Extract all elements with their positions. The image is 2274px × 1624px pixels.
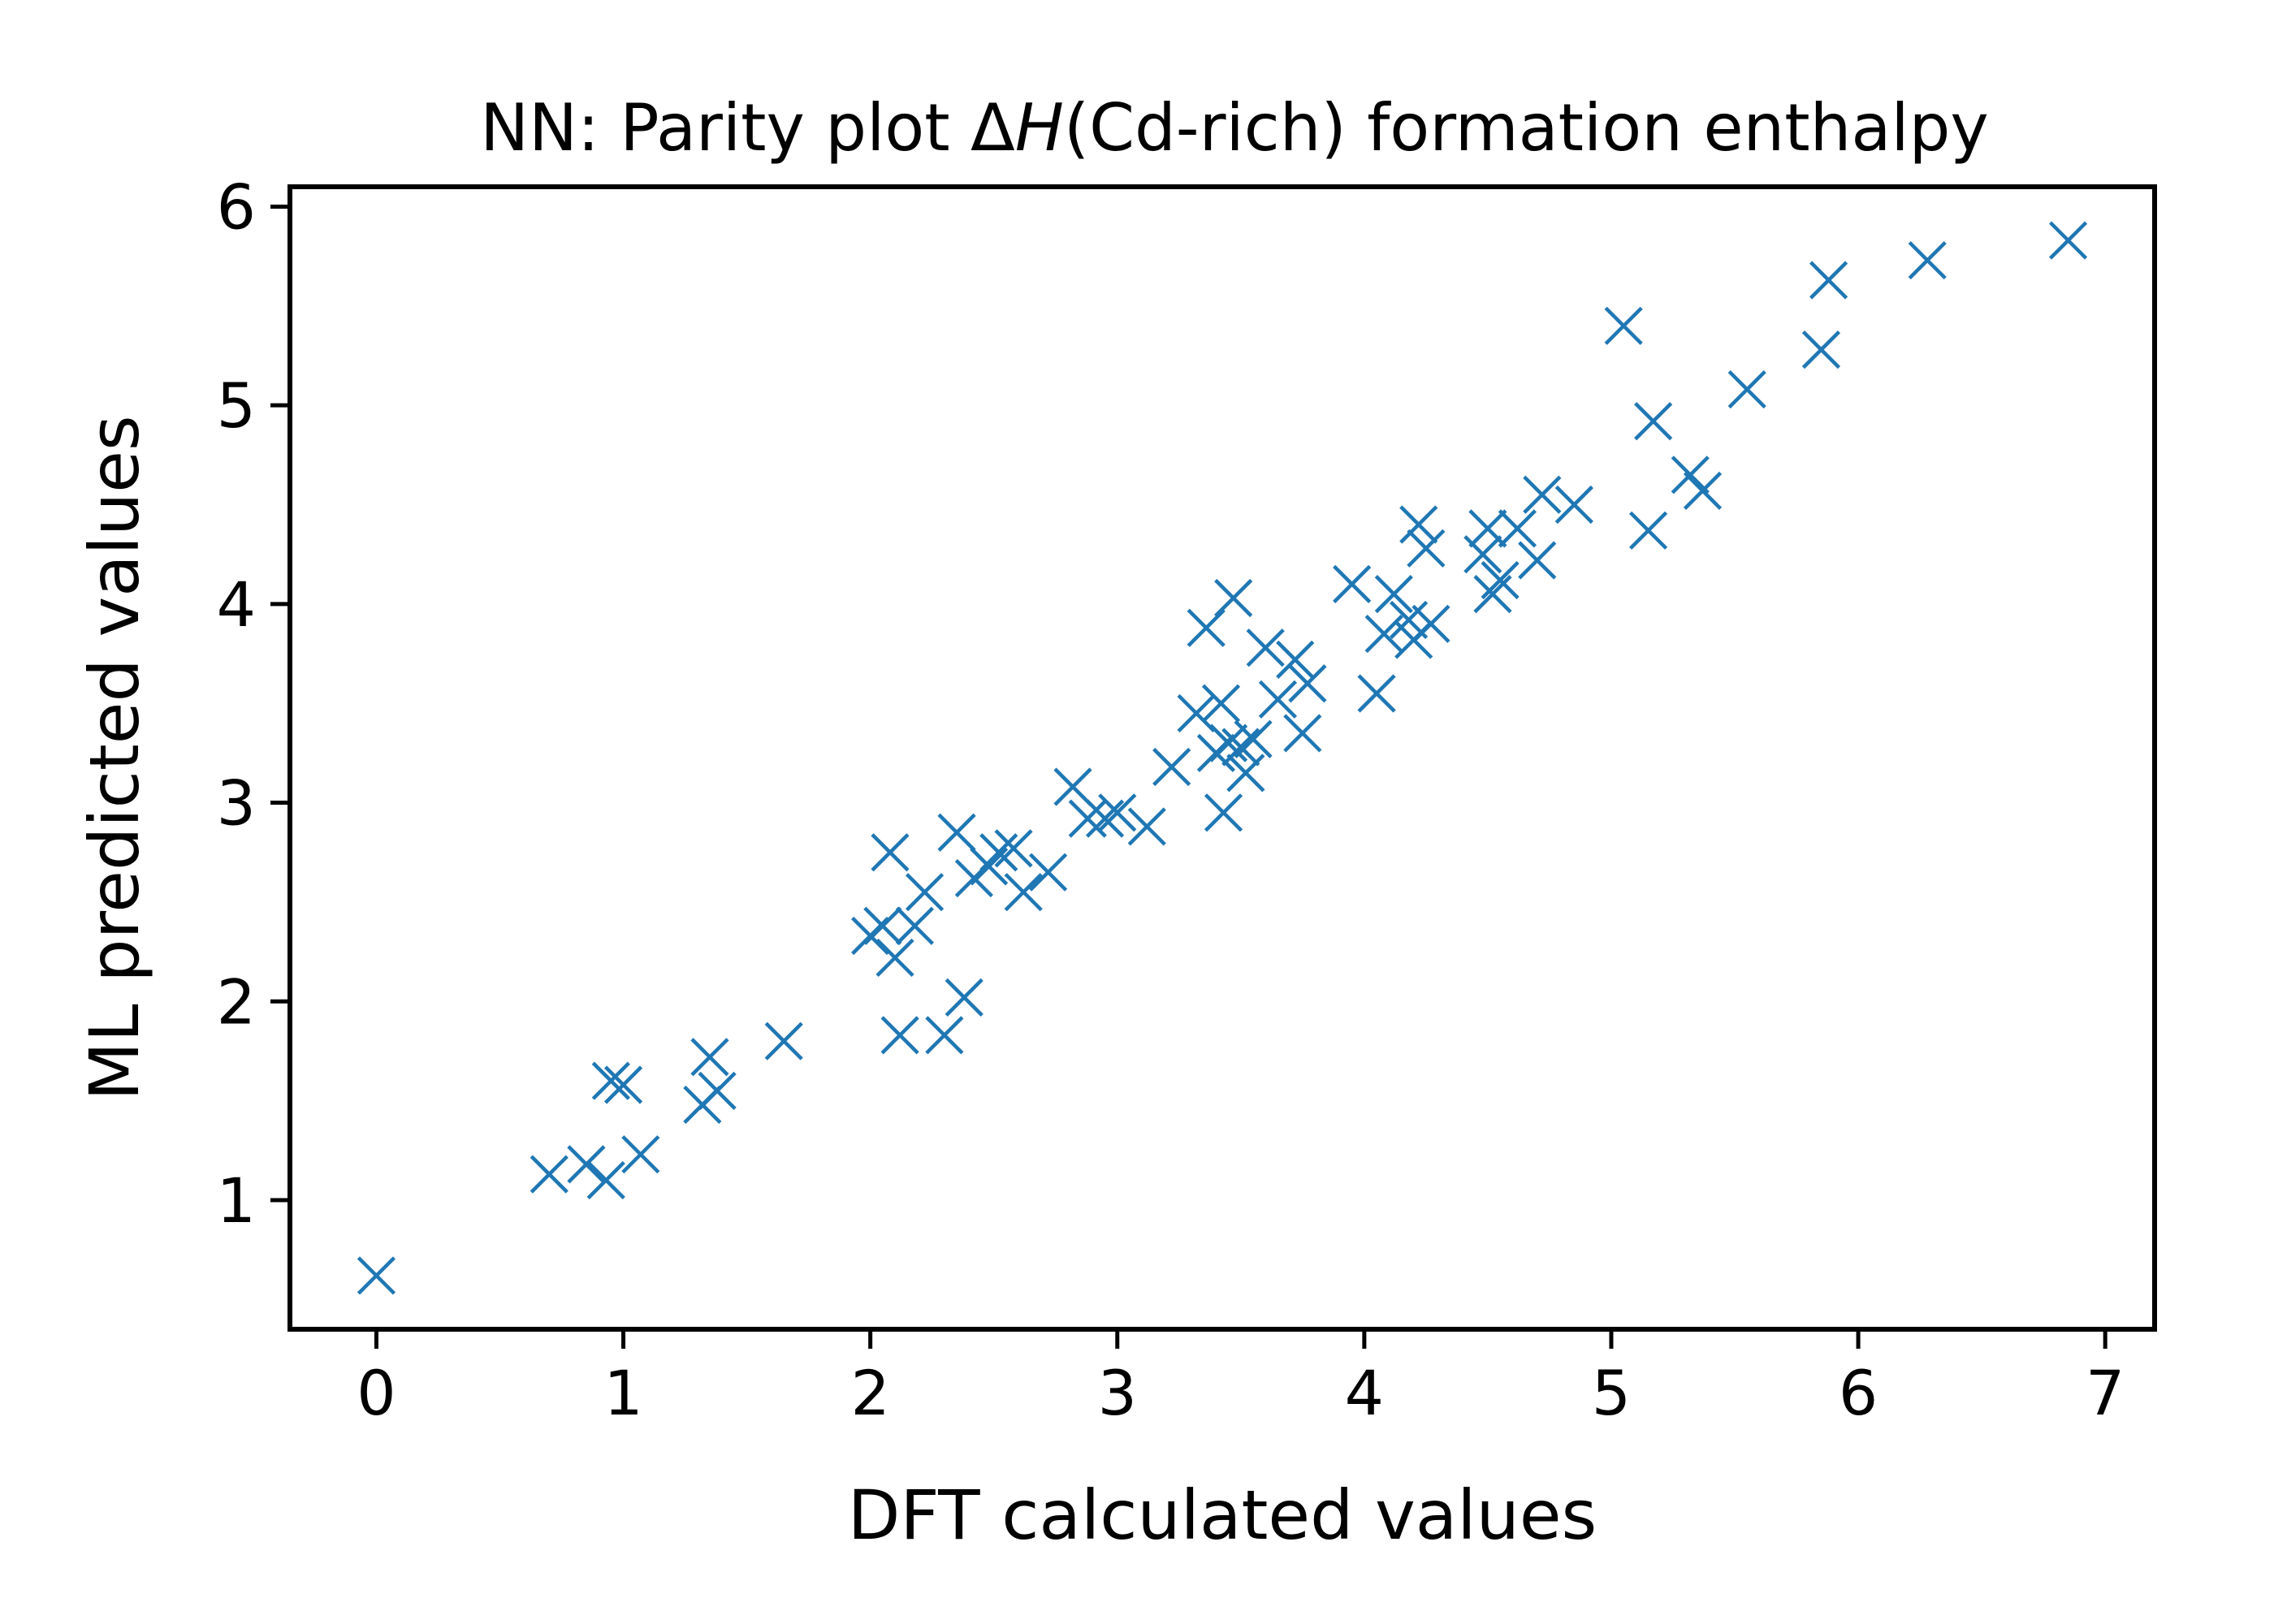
data-point xyxy=(937,813,976,852)
data-point xyxy=(1288,664,1327,703)
data-point xyxy=(1407,529,1446,568)
data-point xyxy=(1518,541,1557,580)
data-point xyxy=(1283,714,1322,753)
data-point xyxy=(1204,793,1243,832)
data-point xyxy=(621,1135,660,1174)
data-point xyxy=(1234,719,1273,758)
data-point xyxy=(875,938,914,978)
data-point xyxy=(698,1071,737,1110)
data-point xyxy=(1258,680,1298,719)
data-point xyxy=(1727,369,1766,409)
data-point xyxy=(1463,535,1502,574)
y-axis-label: ML predicted values xyxy=(75,415,154,1100)
data-point xyxy=(1226,754,1265,793)
data-point xyxy=(2048,221,2088,260)
y-tick-label: 4 xyxy=(217,568,256,641)
data-point xyxy=(1554,485,1593,525)
data-point xyxy=(880,1016,919,1055)
data-point xyxy=(1801,330,1841,369)
plot-area-frame xyxy=(287,184,2157,1332)
data-point xyxy=(1683,471,1723,510)
x-tick-label: 2 xyxy=(850,1357,889,1429)
data-point xyxy=(1481,560,1520,600)
data-point xyxy=(994,829,1033,868)
data-point xyxy=(603,1065,643,1104)
data-point xyxy=(1053,767,1092,806)
x-tick-label: 5 xyxy=(1592,1357,1631,1429)
data-point xyxy=(1276,640,1315,679)
data-point xyxy=(1246,628,1285,667)
data-point xyxy=(1177,693,1216,733)
data-point xyxy=(1809,261,1848,300)
data-point xyxy=(1634,402,1673,441)
data-point xyxy=(1473,575,1512,614)
x-tick-label: 3 xyxy=(1098,1357,1137,1429)
data-point xyxy=(1399,505,1438,544)
y-tick-label: 5 xyxy=(217,369,256,442)
data-point xyxy=(357,1256,396,1295)
chart-title: NN: Parity plot ΔH(Cd-rich) formation en… xyxy=(480,90,1988,166)
y-tick-label: 2 xyxy=(217,965,256,1038)
y-tick-label: 3 xyxy=(217,767,256,840)
data-point xyxy=(863,906,902,945)
chart-title-prefix: NN: Parity plot Δ xyxy=(480,90,1015,166)
data-point xyxy=(1152,747,1191,787)
data-points xyxy=(357,221,2088,1295)
data-point xyxy=(1201,684,1241,723)
x-axis-label: DFT calculated values xyxy=(848,1475,1597,1555)
data-point xyxy=(1127,807,1166,846)
data-point xyxy=(1604,306,1643,345)
data-point xyxy=(1333,564,1372,603)
data-point xyxy=(925,1016,964,1055)
data-point xyxy=(1523,475,1562,514)
data-point xyxy=(586,1160,625,1200)
x-axis-ticks: 0 1 2 3 4 5 6 7 xyxy=(357,1329,2125,1429)
data-point xyxy=(1412,604,1450,643)
data-point xyxy=(1374,575,1413,614)
data-point xyxy=(591,1061,630,1100)
data-point xyxy=(1468,509,1507,548)
chart-title-suffix: (Cd-rich) formation enthalpy xyxy=(1064,90,1989,166)
x-tick-label: 6 xyxy=(1839,1357,1878,1429)
data-point xyxy=(690,1038,729,1077)
data-point xyxy=(895,906,934,945)
data-point xyxy=(1357,674,1396,713)
data-point xyxy=(905,873,945,912)
y-axis-ticks: 1 2 3 4 5 6 xyxy=(217,171,290,1237)
data-point xyxy=(530,1155,568,1194)
x-tick-label: 7 xyxy=(2086,1357,2125,1429)
data-point xyxy=(871,833,910,872)
y-tick-label: 1 xyxy=(217,1164,256,1237)
data-point xyxy=(1004,873,1043,912)
x-tick-label: 1 xyxy=(603,1357,642,1429)
data-point xyxy=(1628,511,1668,550)
data-point xyxy=(1209,723,1248,762)
data-point xyxy=(1214,578,1253,618)
data-point xyxy=(567,1145,606,1184)
data-point xyxy=(1187,608,1226,647)
y-tick-label: 6 xyxy=(217,171,256,243)
x-tick-label: 0 xyxy=(357,1357,396,1429)
data-point xyxy=(1908,240,1947,280)
data-point xyxy=(764,1021,803,1060)
data-point xyxy=(1029,853,1068,892)
chart-title-italic: H xyxy=(1015,90,1064,166)
x-tick-label: 4 xyxy=(1345,1357,1384,1429)
data-point xyxy=(979,833,1018,872)
data-point xyxy=(1671,456,1710,495)
data-point xyxy=(1098,793,1137,832)
data-point xyxy=(1498,509,1537,548)
data-point xyxy=(945,978,984,1017)
data-point xyxy=(1221,728,1260,767)
data-point xyxy=(1085,799,1125,838)
